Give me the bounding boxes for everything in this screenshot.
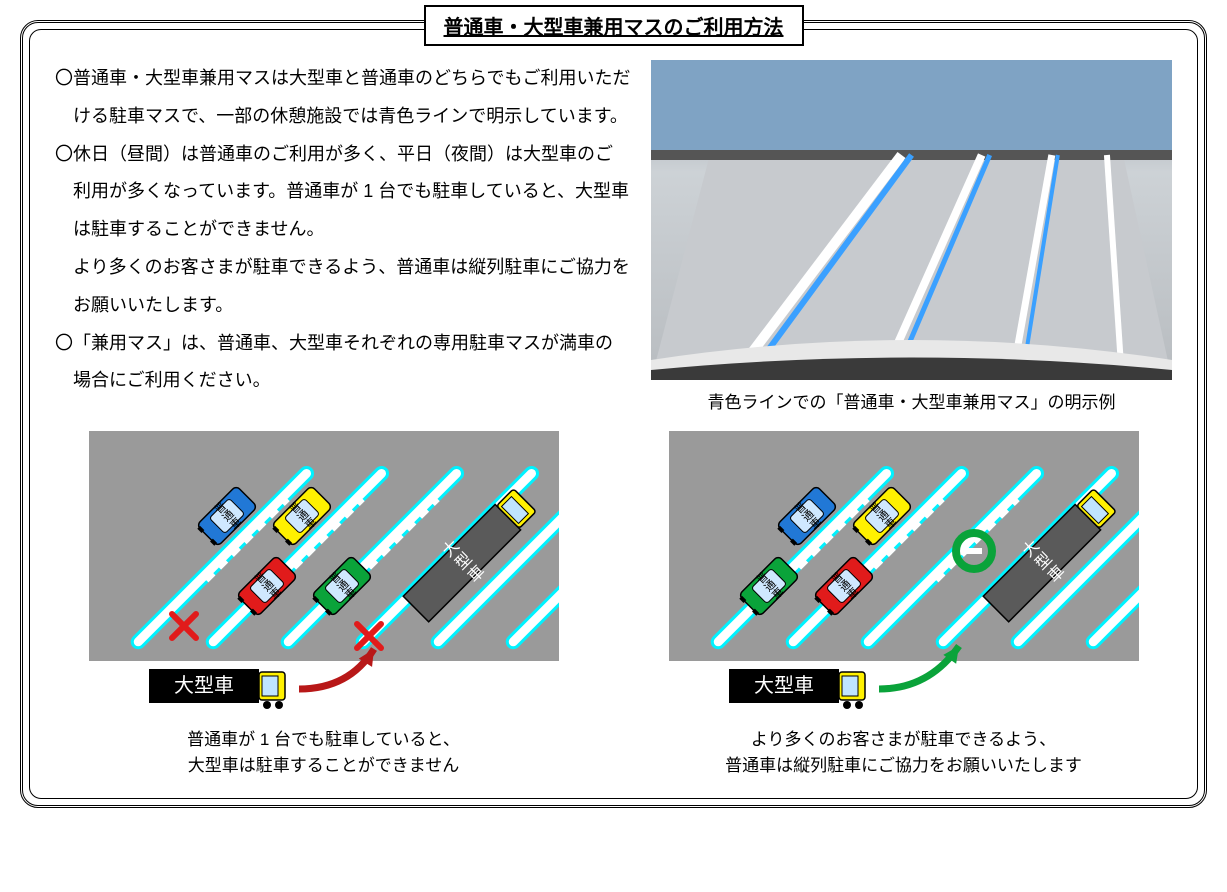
document-title: 普通車・大型車兼用マスのご利用方法 — [424, 5, 804, 46]
diagram-left-svg: 普通車普通車普通車普通車大型車大型車 — [89, 431, 559, 721]
diagram-right: 普通車普通車普通車普通車大型車大型車 より多くのお客さまが駐車できるよう、 普通… — [644, 431, 1164, 778]
bullet-marker: 〇 — [55, 60, 73, 136]
bullet-text: 休日（昼間）は普通車のご利用が多く、平日（夜間）は大型車のご利用が多くなっていま… — [73, 136, 631, 249]
parking-photo — [651, 60, 1172, 380]
caption-line: 普通車は縦列駐車にご協力をお願いいたします — [725, 756, 1082, 775]
diagram-left-caption: 普通車が 1 台でも駐車していると、 大型車は駐車することができません — [64, 727, 584, 778]
photo-caption: 青色ラインでの「普通車・大型車兼用マス」の明示例 — [651, 388, 1172, 413]
svg-text:大型車: 大型車 — [174, 674, 234, 697]
diagram-left: 普通車普通車普通車普通車大型車大型車 普通車が 1 台でも駐車していると、 大型… — [64, 431, 584, 778]
svg-text:大型車: 大型車 — [754, 674, 814, 697]
diagram-right-caption: より多くのお客さまが駐車できるよう、 普通車は縦列駐車にご協力をお願いいたします — [644, 727, 1164, 778]
bullet-text: より多くのお客さまが駐車できるよう、普通車は縦列駐車にご協力をお願いいたします。 — [73, 249, 631, 325]
caption-line: 普通車が 1 台でも駐車していると、 — [187, 730, 460, 749]
bullet-marker: 〇 — [55, 325, 73, 401]
bullet-text: 「兼用マス」は、普通車、大型車それぞれの専用駐車マスが満車の場合にご利用ください… — [73, 325, 631, 401]
bullet-list: 〇普通車・大型車兼用マスは大型車と普通車のどちらでもご利用いただける駐車マスで、… — [55, 60, 631, 400]
bullet-text: 普通車・大型車兼用マスは大型車と普通車のどちらでもご利用いただける駐車マスで、一… — [73, 60, 631, 136]
diagrams-row: 普通車普通車普通車普通車大型車大型車 普通車が 1 台でも駐車していると、 大型… — [55, 431, 1172, 778]
diagram-right-svg: 普通車普通車普通車普通車大型車大型車 — [669, 431, 1139, 721]
bullet-marker: 〇 — [55, 136, 73, 249]
document-frame: 普通車・大型車兼用マスのご利用方法 〇普通車・大型車兼用マスは大型車と普通車のど… — [20, 20, 1207, 808]
top-row: 〇普通車・大型車兼用マスは大型車と普通車のどちらでもご利用いただける駐車マスで、… — [55, 60, 1172, 413]
bullet-text-column: 〇普通車・大型車兼用マスは大型車と普通車のどちらでもご利用いただける駐車マスで、… — [55, 60, 631, 413]
caption-line: 大型車は駐車することができません — [188, 756, 460, 775]
photo-column: 青色ラインでの「普通車・大型車兼用マス」の明示例 — [651, 60, 1172, 413]
document-inner: 〇普通車・大型車兼用マスは大型車と普通車のどちらでもご利用いただける駐車マスで、… — [29, 29, 1198, 799]
caption-line: より多くのお客さまが駐車できるよう、 — [751, 730, 1056, 749]
